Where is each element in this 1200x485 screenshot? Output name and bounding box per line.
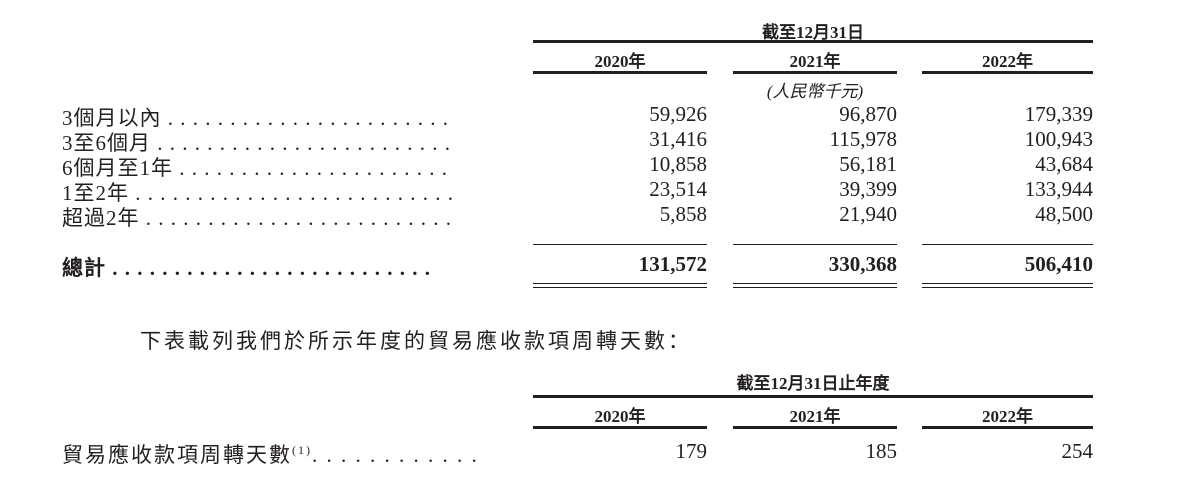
row-label: 超過2年 . . . . . . . . . . . . . . . . . .… <box>62 206 452 230</box>
leader-dots: . . . . . . . . . . . . <box>312 443 479 467</box>
table1-top-rule <box>533 40 1093 43</box>
table2-top-rule <box>533 395 1093 398</box>
subtotal-rule <box>733 244 897 245</box>
cell: 254 <box>1061 439 1094 463</box>
rule <box>533 71 707 74</box>
cell: 179 <box>675 439 708 463</box>
cell: 96,870 <box>839 102 897 126</box>
cell: 39,399 <box>839 177 897 201</box>
double-rule <box>533 283 707 284</box>
cell: 10,858 <box>649 152 707 176</box>
cell: 179,339 <box>1024 102 1093 126</box>
cell: 56,181 <box>839 152 897 176</box>
cell: 133,944 <box>1024 177 1093 201</box>
table1-year-2021: 2021年 <box>789 52 841 71</box>
cell: 100,943 <box>1024 127 1093 151</box>
row-label: 1至2年 . . . . . . . . . . . . . . . . . .… <box>62 181 454 205</box>
cell: 185 <box>865 439 898 463</box>
cell: 31,416 <box>649 127 707 151</box>
table2-header: 截至12月31日止年度 <box>736 374 890 393</box>
rule <box>922 426 1093 429</box>
rule <box>733 71 897 74</box>
cell: 59,926 <box>649 102 707 126</box>
table1-header: 截至12月31日 <box>762 23 864 42</box>
rule <box>533 426 707 429</box>
cell: 43,684 <box>1035 152 1093 176</box>
double-rule <box>733 287 897 288</box>
row-label: 貿易應收款項周轉天數(1). . . . . . . . . . . . <box>62 439 479 469</box>
table2-year-2020: 2020年 <box>594 407 646 426</box>
table2-year-2021: 2021年 <box>789 407 841 426</box>
total-label: 總計 . . . . . . . . . . . . . . . . . . .… <box>62 256 431 280</box>
cell: 23,514 <box>649 177 707 201</box>
table2-year-2022: 2022年 <box>982 407 1033 426</box>
rule <box>733 426 897 429</box>
cell: 48,500 <box>1035 202 1093 226</box>
cell: 115,978 <box>829 127 897 151</box>
cell: 5,858 <box>659 202 707 226</box>
table1-unit: (人民幣千元) <box>766 82 864 101</box>
table1-year-2020: 2020年 <box>594 52 646 71</box>
row-label: 6個月至1年 . . . . . . . . . . . . . . . . .… <box>62 156 448 180</box>
subtotal-rule <box>922 244 1093 245</box>
paragraph: 下表載列我們於所示年度的貿易應收款項周轉天數： <box>140 329 692 353</box>
double-rule <box>733 283 897 284</box>
double-rule <box>533 287 707 288</box>
row-label-text: 貿易應收款項周轉天數 <box>62 443 292 467</box>
double-rule <box>922 283 1093 284</box>
rule <box>922 71 1093 74</box>
row-label: 3至6個月 . . . . . . . . . . . . . . . . . … <box>62 131 451 155</box>
table1-year-2022: 2022年 <box>982 52 1033 71</box>
double-rule <box>922 287 1093 288</box>
subtotal-rule <box>533 244 707 245</box>
footnote-marker: (1) <box>292 443 312 457</box>
cell: 21,940 <box>839 202 897 226</box>
row-label: 3個月以內 . . . . . . . . . . . . . . . . . … <box>62 106 449 130</box>
total-cell: 330,368 <box>828 252 897 276</box>
total-cell: 506,410 <box>1024 252 1093 276</box>
total-cell: 131,572 <box>638 252 707 276</box>
